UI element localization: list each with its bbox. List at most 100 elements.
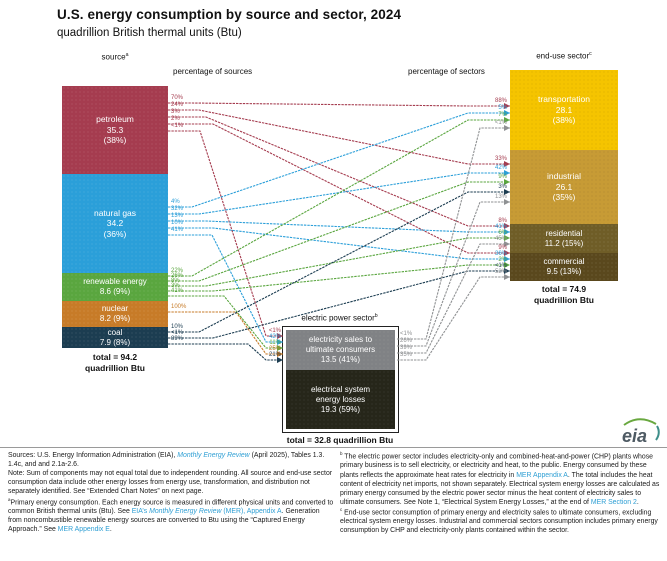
flow-percent-label: 13% — [171, 213, 184, 219]
flow-percent-label: 3% — [171, 283, 180, 289]
flow-percent-label: 7% — [498, 112, 507, 118]
flow-line-coal-to-electric-power — [168, 343, 283, 363]
flow-percent-label: 24% — [171, 102, 184, 108]
logo-swoosh-green — [623, 418, 657, 426]
flow-percent-label: 52% — [494, 269, 507, 275]
flow-percent-label: <1% — [268, 328, 281, 334]
flow-percent-label: 6% — [498, 230, 507, 236]
footnote-text: (April 2025), Tables 1.3. 1.4c, and and … — [8, 452, 325, 469]
footnote-text: Note: Sum of components may not equal to… — [8, 470, 333, 496]
footnote-text: . Generation from noncombustible renewab… — [8, 507, 320, 534]
electricity-sales-box: electricity sales to ultimate consumers … — [286, 330, 395, 370]
sectors-total: total = 74.9 quadrillion Btu — [534, 284, 594, 306]
flow-percent-label: 3% — [171, 109, 180, 115]
footnote-link[interactable]: EIA’s — [131, 507, 150, 515]
footnotes-left-column: Sources: U.S. Energy Information Adminis… — [8, 451, 334, 534]
eia-logo: eia — [618, 416, 664, 448]
source-node-renewable-energy: renewable energy 8.6 (9%) — [62, 273, 168, 301]
footnote-sources: Sources: U.S. Energy Information Adminis… — [8, 451, 334, 469]
flow-line-electricity-sales-to-industrial — [397, 199, 510, 347]
flow-percent-label: 10% — [171, 324, 184, 330]
flow-percent-label: 41% — [494, 224, 507, 230]
flow-line-natural-gas-to-commercial — [168, 227, 510, 262]
flow-percent-label: 2% — [171, 116, 180, 122]
flow-percent-label: 8% — [498, 218, 507, 224]
footnote-text: Sources: U.S. Energy Information Adminis… — [8, 452, 178, 459]
electrical-system-energy-losses-box: electrical system energy losses 19.3 (59… — [286, 370, 395, 429]
flow-percent-label: 26% — [171, 273, 184, 279]
flow-line-electricity-sales-to-commercial — [397, 274, 510, 361]
flow-percent-label: 88% — [494, 98, 507, 104]
footnote-text: c — [340, 506, 343, 512]
flow-line-petroleum-to-electric-power — [168, 130, 283, 339]
source-column-header: sourcea — [101, 52, 129, 62]
flow-percent-label: 25% — [268, 346, 281, 352]
sector-node-commercial: commercial 9.5 (13%) — [510, 253, 618, 281]
flow-line-natural-gas-to-transportation — [168, 110, 510, 208]
flow-percent-label: 2% — [498, 257, 507, 263]
electric-power-total: total = 32.8 quadrillion Btu — [286, 435, 394, 445]
percentage-of-sources-label: percentage of sources — [173, 67, 253, 76]
flow-percent-label: 70% — [171, 95, 184, 101]
logo-text: eia — [622, 426, 647, 446]
flow-line-renewable-energy-to-residential — [168, 235, 510, 287]
flow-percent-label: 35% — [400, 352, 413, 358]
footnote-link[interactable]: MER Appendix A — [516, 471, 568, 479]
flow-line-petroleum-to-transportation — [168, 102, 510, 109]
page-subtitle: quadrillion British thermal units (Btu) — [57, 27, 242, 39]
flow-percent-label: <1% — [494, 263, 507, 269]
flow-percent-label: 89% — [171, 336, 184, 342]
footnote-link[interactable]: (MER), Appendix A — [221, 507, 282, 515]
source-node-natural-gas: natural gas 34.2 (36%) — [62, 174, 168, 273]
page-title: U.S. energy consumption by source and se… — [57, 7, 402, 22]
footnote-link[interactable]: MER Appendix E — [57, 526, 110, 534]
flow-percent-label: <1% — [171, 330, 184, 336]
footnote-link[interactable]: MER Section 2 — [590, 498, 637, 506]
flow-line-electricity-sales-to-residential — [397, 241, 510, 354]
flow-line-coal-to-industrial — [168, 189, 510, 333]
flow-percent-label: 39% — [400, 345, 413, 351]
flow-line-renewable-energy-to-industrial — [168, 179, 510, 282]
footer-divider — [0, 447, 667, 448]
end-use-sector-column-header: end-use sectorc — [536, 51, 592, 61]
footnote-text: a — [8, 496, 11, 502]
footnote-text: Primary energy consumption. Each energy … — [8, 498, 334, 515]
flow-percent-label: 11% — [269, 340, 281, 346]
flow-percent-label: 100% — [171, 304, 187, 310]
sector-node-industrial: industrial 26.1 (35%) — [510, 150, 618, 224]
source-node-coal: coal 7.9 (8%) — [62, 327, 168, 348]
electric-power-sector-bracket: electricity sales to ultimate consumers … — [282, 326, 399, 433]
flow-percent-label: <1% — [171, 123, 184, 129]
source-node-nuclear: nuclear 8.2 (9%) — [62, 301, 168, 327]
footnote-a: aPrimary energy consumption. Each energy… — [8, 497, 334, 535]
footnote-link[interactable]: Monthly Energy Review — [177, 452, 250, 459]
flow-percent-label: 10% — [171, 220, 184, 226]
flow-percent-label: 13% — [494, 194, 507, 200]
flow-line-natural-gas-to-industrial — [168, 170, 510, 215]
footnote-link[interactable]: Monthly Energy Review — [149, 507, 222, 515]
flow-percent-label: 4% — [171, 199, 180, 205]
flow-percent-label: 32% — [171, 206, 184, 212]
flow-percent-label: 42% — [268, 334, 281, 340]
flow-percent-label: 5% — [498, 105, 507, 111]
flow-percent-label: 42% — [494, 165, 507, 171]
footnote-text: The electric power sector includes elect… — [340, 453, 653, 479]
flow-percent-label: 33% — [494, 156, 507, 162]
flow-percent-label: <1% — [400, 331, 413, 337]
flow-percent-label: 21% — [268, 352, 281, 358]
sources-total: total = 94.2 quadrillion Btu — [85, 352, 145, 374]
flow-percent-label: 9% — [498, 174, 507, 180]
flow-line-natural-gas-to-residential — [168, 220, 510, 235]
flow-percent-label: <1% — [494, 120, 507, 126]
sector-node-transportation: transportation 28.1 (38%) — [510, 70, 618, 150]
footnote-c: c End-use sector consumption of primary … — [340, 507, 660, 536]
flow-line-renewable-energy-to-electric-power — [168, 295, 283, 351]
sector-node-residential: residential 11.2 (15%) — [510, 224, 618, 253]
flow-line-natural-gas-to-electric-power — [168, 234, 283, 345]
flow-percent-label: 9% — [498, 245, 507, 251]
flow-percent-label: 22% — [171, 268, 184, 274]
flow-percent-label: 41% — [171, 288, 184, 294]
logo-swoosh-teal — [655, 425, 660, 441]
flow-line-renewable-energy-to-transportation — [168, 117, 510, 277]
